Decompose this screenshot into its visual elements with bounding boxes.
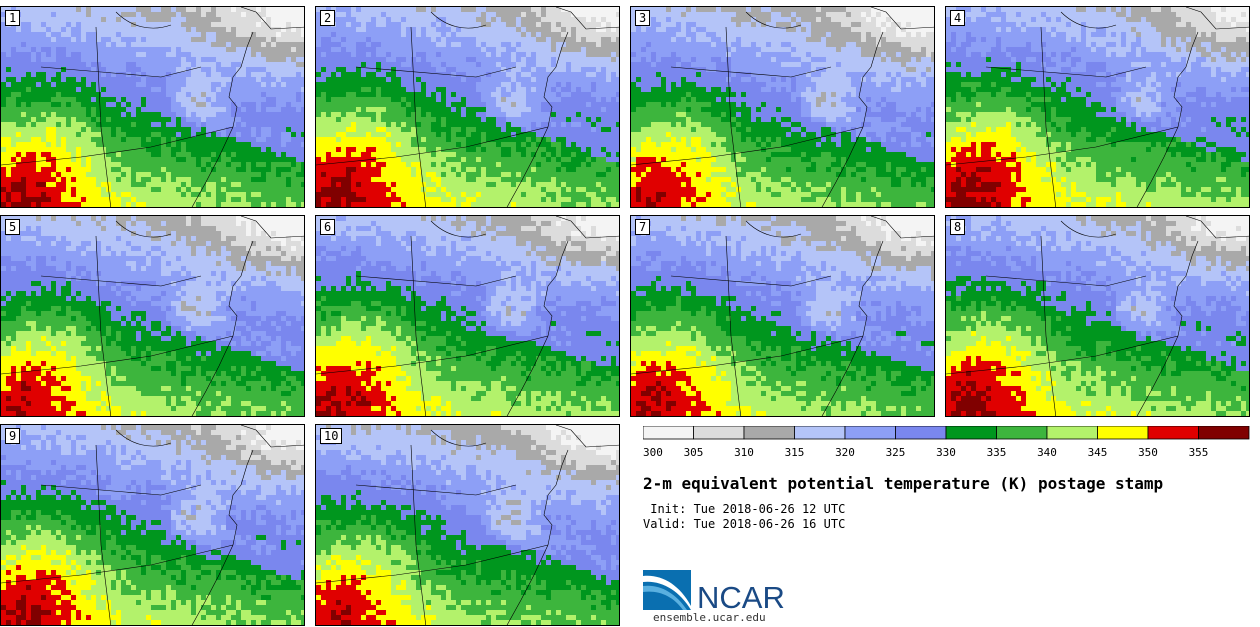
colorbar-tick-label: 315 bbox=[785, 446, 805, 459]
colorbar-tick-label: 335 bbox=[987, 446, 1007, 459]
member-panel-3: 3 bbox=[630, 6, 935, 208]
member-panel-2: 2 bbox=[315, 6, 620, 208]
member-label-5: 5 bbox=[5, 219, 21, 235]
member-map-10 bbox=[316, 425, 619, 625]
website-url: ensemble.ucar.edu bbox=[653, 611, 766, 624]
colorbar-tick-label: 355 bbox=[1189, 446, 1209, 459]
member-panel-5: 5 bbox=[0, 215, 305, 417]
colorbar-swatch bbox=[1147, 426, 1199, 440]
ncar-logo-swoosh bbox=[643, 575, 691, 610]
colorbar-tick-label: 325 bbox=[886, 446, 906, 459]
colorbar-swatch bbox=[693, 426, 745, 440]
member-map-4 bbox=[946, 7, 1249, 207]
figure-title: 2-m equivalent potential temperature (K)… bbox=[643, 474, 1163, 493]
valid-time: Valid: Tue 2018-06-26 16 UTC bbox=[643, 517, 845, 531]
member-label-3: 3 bbox=[635, 10, 651, 26]
colorbar-swatch bbox=[895, 426, 947, 440]
member-panel-4: 4 bbox=[945, 6, 1250, 208]
member-map-9 bbox=[1, 425, 304, 625]
colorbar-swatch bbox=[1198, 426, 1250, 440]
member-map-6 bbox=[316, 216, 619, 416]
member-label-8: 8 bbox=[950, 219, 966, 235]
colorbar-tick-label: 345 bbox=[1088, 446, 1108, 459]
member-panel-7: 7 bbox=[630, 215, 935, 417]
colorbar-tick-label: 310 bbox=[734, 446, 754, 459]
ncar-logo-swoosh-2 bbox=[643, 585, 687, 610]
colorbar-tick-label: 300 bbox=[643, 446, 663, 459]
colorbar-swatch bbox=[794, 426, 846, 440]
colorbar-tick-label: 350 bbox=[1138, 446, 1158, 459]
member-label-6: 6 bbox=[320, 219, 336, 235]
member-map-1 bbox=[1, 7, 304, 207]
colorbar-swatch bbox=[1046, 426, 1098, 440]
member-panel-10: 10 bbox=[315, 424, 620, 626]
colorbar-tick-label: 330 bbox=[936, 446, 956, 459]
member-label-4: 4 bbox=[950, 10, 966, 26]
colorbar-swatch bbox=[844, 426, 896, 440]
member-map-7 bbox=[631, 216, 934, 416]
member-map-2 bbox=[316, 7, 619, 207]
member-panel-9: 9 bbox=[0, 424, 305, 626]
member-label-9: 9 bbox=[5, 428, 21, 444]
member-label-7: 7 bbox=[635, 219, 651, 235]
colorbar-swatch bbox=[1097, 426, 1149, 440]
member-map-5 bbox=[1, 216, 304, 416]
colorbar-swatch bbox=[945, 426, 997, 440]
colorbar-tick-label: 340 bbox=[1037, 446, 1057, 459]
colorbar: 300 305 310 315 320 325 330 335 340 345 350 355 bbox=[643, 426, 1250, 459]
member-map-3 bbox=[631, 7, 934, 207]
member-label-2: 2 bbox=[320, 10, 336, 26]
ncar-wordmark: NCAR bbox=[697, 580, 785, 612]
member-label-10: 10 bbox=[320, 428, 343, 444]
colorbar-swatch bbox=[643, 426, 694, 440]
colorbar-tick-label: 320 bbox=[835, 446, 855, 459]
colorbar-swatch bbox=[996, 426, 1048, 440]
colorbar-swatch bbox=[743, 426, 795, 440]
colorbar-tick-label: 305 bbox=[684, 446, 704, 459]
member-panel-1: 1 bbox=[0, 6, 305, 208]
member-panel-8: 8 bbox=[945, 215, 1250, 417]
member-label-1: 1 bbox=[5, 10, 21, 26]
member-panel-6: 6 bbox=[315, 215, 620, 417]
member-map-8 bbox=[946, 216, 1249, 416]
init-time: Init: Tue 2018-06-26 12 UTC bbox=[643, 502, 845, 516]
ncar-logo: NCAR bbox=[643, 570, 785, 612]
